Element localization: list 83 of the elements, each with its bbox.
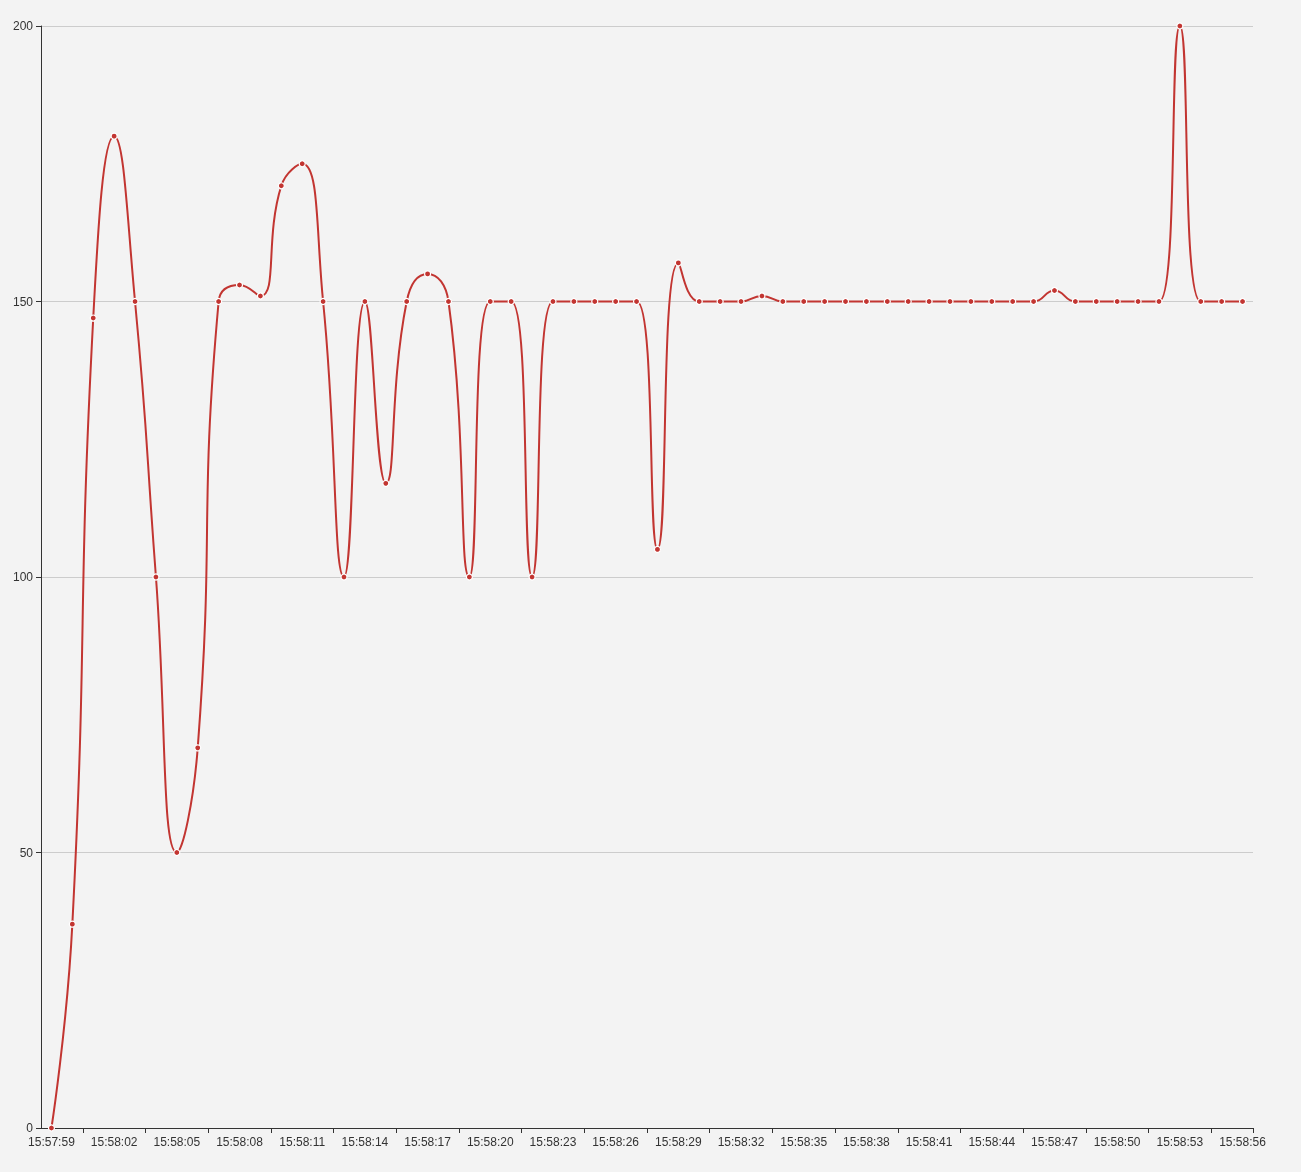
x-tick-label: 15:58:02: [90, 1135, 138, 1149]
x-tick-label: 15:58:47: [1031, 1135, 1079, 1149]
point: [632, 297, 641, 306]
x-tick-label: 15:58:17: [404, 1135, 452, 1149]
x-tick-label: 15:58:20: [466, 1135, 514, 1149]
point: [215, 297, 223, 306]
point: [946, 297, 954, 306]
point: [47, 1124, 56, 1132]
point: [758, 292, 766, 300]
y-tick-label: 50: [19, 845, 34, 860]
point: [235, 281, 244, 289]
x-tick-label: 15:58:38: [843, 1135, 891, 1149]
point: [779, 297, 787, 306]
point: [382, 479, 390, 487]
point: [653, 545, 662, 554]
point: [465, 573, 473, 581]
point: [988, 297, 996, 306]
point: [862, 297, 871, 306]
point: [716, 297, 724, 306]
x-tick-label: 15:58:26: [592, 1135, 640, 1149]
point: [486, 297, 494, 306]
point: [423, 270, 432, 278]
point: [967, 297, 975, 306]
y-tick-label: 150: [12, 294, 34, 309]
point: [674, 259, 682, 267]
point: [173, 848, 181, 857]
point: [110, 132, 118, 140]
point: [319, 297, 327, 306]
point: [695, 297, 703, 306]
point: [256, 292, 265, 300]
point: [340, 573, 348, 581]
point: [549, 297, 557, 306]
point: [1092, 297, 1100, 306]
point: [1218, 297, 1226, 306]
point: [298, 160, 306, 168]
point: [591, 297, 599, 306]
point: [883, 297, 891, 306]
point: [1050, 286, 1059, 295]
x-tick-label: 15:58:44: [968, 1135, 1016, 1149]
x-tick-label: 15:58:35: [780, 1135, 828, 1149]
x-tick-label: 15:58:41: [905, 1135, 953, 1149]
point: [361, 297, 369, 306]
x-tick-label: 15:58:29: [654, 1135, 703, 1149]
point: [507, 297, 515, 306]
y-tick-label: 100: [12, 570, 34, 584]
point: [612, 297, 620, 306]
point: [1071, 297, 1079, 306]
point: [737, 297, 745, 306]
point: [444, 297, 453, 306]
point: [841, 297, 850, 306]
point: [1155, 297, 1163, 306]
point: [1009, 297, 1017, 306]
point: [1238, 297, 1247, 306]
point: [89, 314, 97, 322]
x-tick-label: 15:58:32: [717, 1135, 765, 1149]
x-tick-label: 15:58:23: [529, 1135, 577, 1149]
x-tick-label: 15:58:11: [279, 1135, 326, 1149]
x-tick-label: 15:58:53: [1156, 1135, 1204, 1149]
point: [570, 297, 578, 306]
x-tick-label: 15:58:08: [216, 1135, 264, 1149]
x-tick-label: 15:58:05: [153, 1135, 201, 1149]
point: [1176, 22, 1184, 30]
x-tick-label: 15:57:59: [28, 1135, 76, 1149]
point: [131, 297, 139, 306]
point: [1113, 297, 1121, 306]
point: [1029, 297, 1038, 306]
point: [821, 297, 829, 306]
y-tick-label: 0: [26, 1121, 34, 1135]
y-tick-label: 200: [12, 19, 34, 33]
point: [68, 920, 76, 928]
point: [528, 573, 536, 581]
point: [403, 297, 411, 306]
x-tick-label: 15:58:50: [1093, 1135, 1141, 1149]
point: [1134, 297, 1142, 306]
x-tick-label: 15:58:14: [341, 1135, 389, 1149]
point: [1197, 297, 1205, 306]
point: [194, 744, 202, 752]
point: [904, 297, 912, 306]
point: [277, 182, 285, 190]
point: [152, 573, 160, 581]
x-tick-label: 15:58:56: [1219, 1135, 1267, 1149]
point: [925, 297, 933, 306]
point: [800, 297, 808, 306]
